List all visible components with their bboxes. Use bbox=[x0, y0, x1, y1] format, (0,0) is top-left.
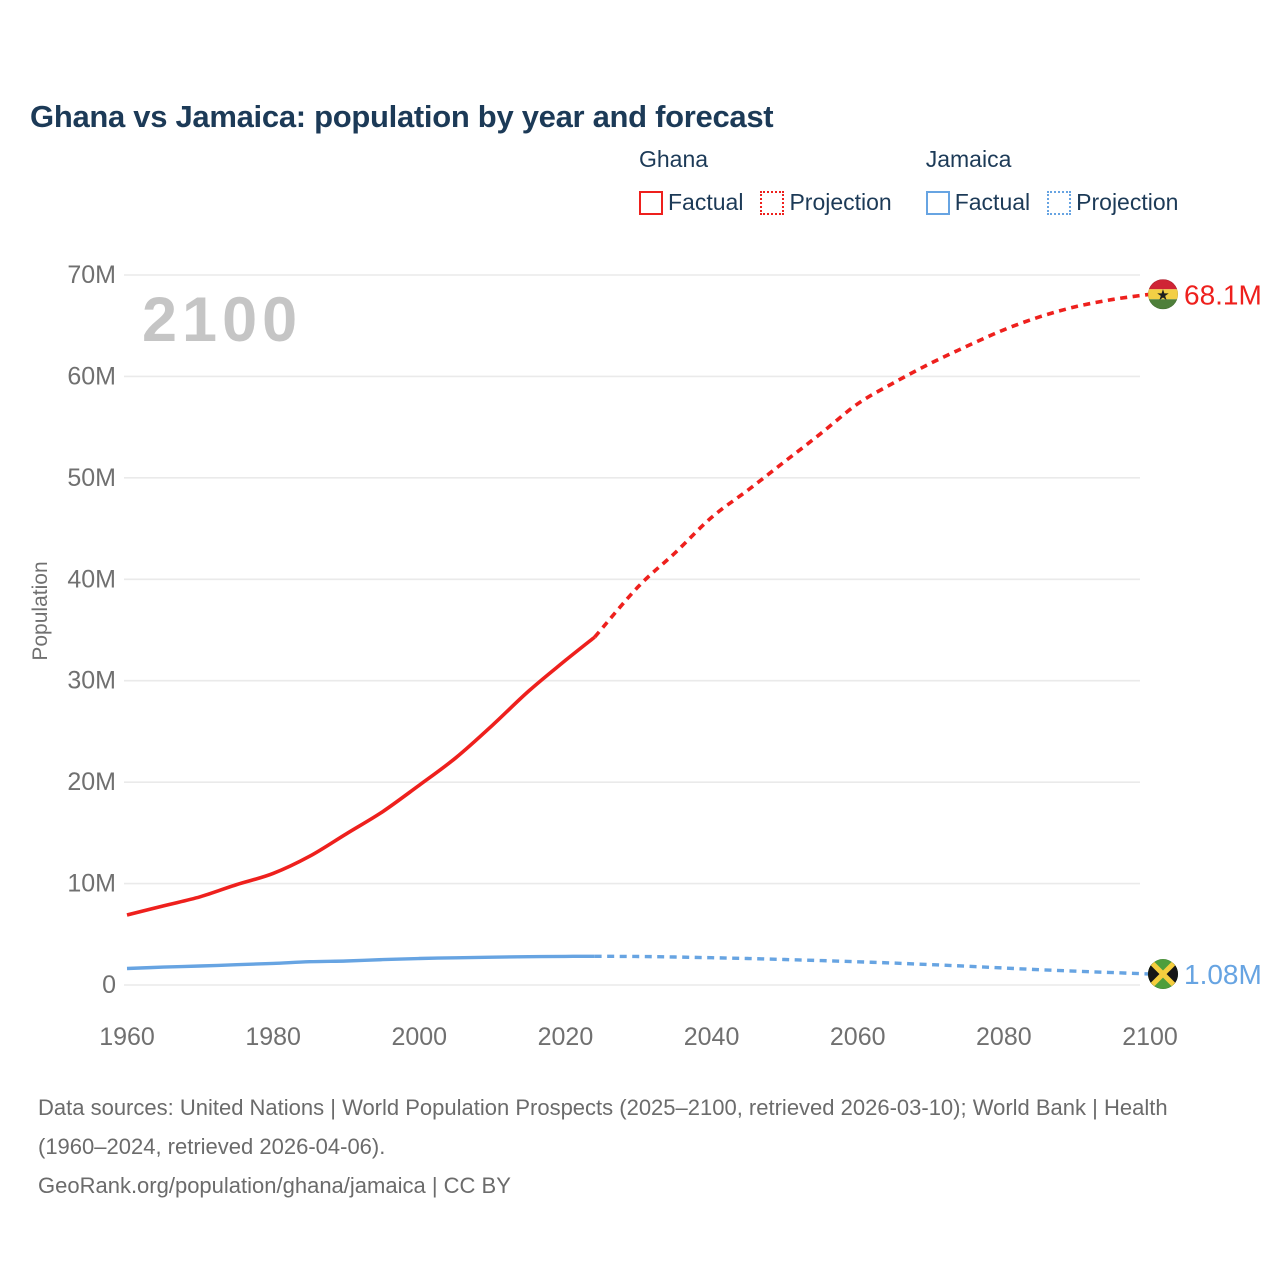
attribution-text: GeoRank.org/population/ghana/jamaica | C… bbox=[38, 1173, 511, 1198]
legend-item-jamaica-factual[interactable]: Factual bbox=[925, 189, 1031, 216]
legend-item-jamaica-projection[interactable]: Projection bbox=[1047, 189, 1178, 216]
ghana-flag-icon: ★ bbox=[1148, 279, 1178, 310]
page-title: Ghana vs Jamaica: population by year and… bbox=[30, 98, 774, 134]
legend-item-label: Projection bbox=[1076, 189, 1179, 215]
jamaica-projection-swatch-icon bbox=[1047, 190, 1072, 215]
x-tick-label: 2060 bbox=[830, 1023, 886, 1051]
y-tick-label: 20M bbox=[67, 768, 116, 796]
y-tick-label: 10M bbox=[67, 870, 116, 898]
x-axis-tick-labels: 1960 1980 2000 2020 2040 2060 2080 2100 bbox=[99, 1023, 1178, 1051]
y-tick-label: 30M bbox=[67, 667, 116, 695]
legend-item-ghana-factual[interactable]: Factual bbox=[639, 189, 743, 216]
svg-text:★: ★ bbox=[1156, 287, 1169, 304]
y-tick-label: 50M bbox=[67, 464, 116, 492]
y-tick-label: 60M bbox=[67, 362, 116, 390]
gridlines bbox=[124, 274, 1140, 986]
series-line-ghana-projection bbox=[593, 292, 1151, 639]
legend-row-jamaica: Factual Projection bbox=[925, 189, 1178, 216]
legend-group-ghana-title: Ghana bbox=[639, 146, 709, 172]
chart-legend: Ghana Factual Projection Jamaica Factual… bbox=[639, 146, 1178, 216]
y-tick-label: 70M bbox=[67, 261, 116, 289]
end-value-label-jamaica: 1.08M bbox=[1184, 959, 1262, 990]
year-watermark: 2100 bbox=[142, 285, 302, 355]
legend-row-ghana: Factual Projection bbox=[639, 189, 892, 216]
legend-item-ghana-projection[interactable]: Projection bbox=[760, 189, 892, 216]
y-tick-label: 40M bbox=[67, 565, 116, 593]
x-tick-label: 2100 bbox=[1122, 1023, 1178, 1051]
y-axis-title: Population bbox=[29, 561, 52, 660]
jamaica-flag-icon bbox=[1148, 959, 1178, 990]
x-tick-label: 1980 bbox=[245, 1023, 301, 1051]
x-tick-label: 1960 bbox=[99, 1023, 155, 1051]
series-line-jamaica-factual bbox=[126, 954, 595, 971]
end-value-label-ghana: 68.1M bbox=[1184, 279, 1262, 310]
x-tick-label: 2020 bbox=[538, 1023, 594, 1051]
y-axis-tick-labels: 0 10M 20M 30M 40M 50M 60M 70M bbox=[67, 261, 116, 999]
legend-item-label: Projection bbox=[789, 189, 892, 215]
legend-group-jamaica-title: Jamaica bbox=[925, 146, 1012, 172]
x-tick-label: 2000 bbox=[391, 1023, 447, 1051]
y-tick-label: 0 bbox=[102, 971, 116, 999]
legend-group-jamaica: Jamaica Factual Projection bbox=[925, 146, 1178, 216]
series-line-ghana-factual bbox=[126, 635, 596, 917]
legend-item-label: Factual bbox=[954, 189, 1031, 215]
legend-group-ghana: Ghana Factual Projection bbox=[639, 146, 892, 216]
population-chart: 2100 0 10M 20M 30M 40M 50M 60M 70M 1960 1980 2000 20… bbox=[29, 261, 1262, 1051]
x-tick-label: 2080 bbox=[976, 1023, 1032, 1051]
jamaica-factual-swatch-icon bbox=[925, 190, 950, 215]
legend-item-label: Factual bbox=[668, 189, 744, 215]
ghana-factual-swatch-icon bbox=[639, 190, 663, 215]
series-line-jamaica-projection bbox=[594, 954, 1151, 976]
ghana-projection-swatch-icon bbox=[760, 190, 785, 215]
x-tick-label: 2040 bbox=[684, 1023, 740, 1051]
chart-footer: Data sources: United Nations | World Pop… bbox=[38, 1088, 1223, 1205]
data-sources-text: Data sources: United Nations | World Pop… bbox=[38, 1095, 1168, 1159]
